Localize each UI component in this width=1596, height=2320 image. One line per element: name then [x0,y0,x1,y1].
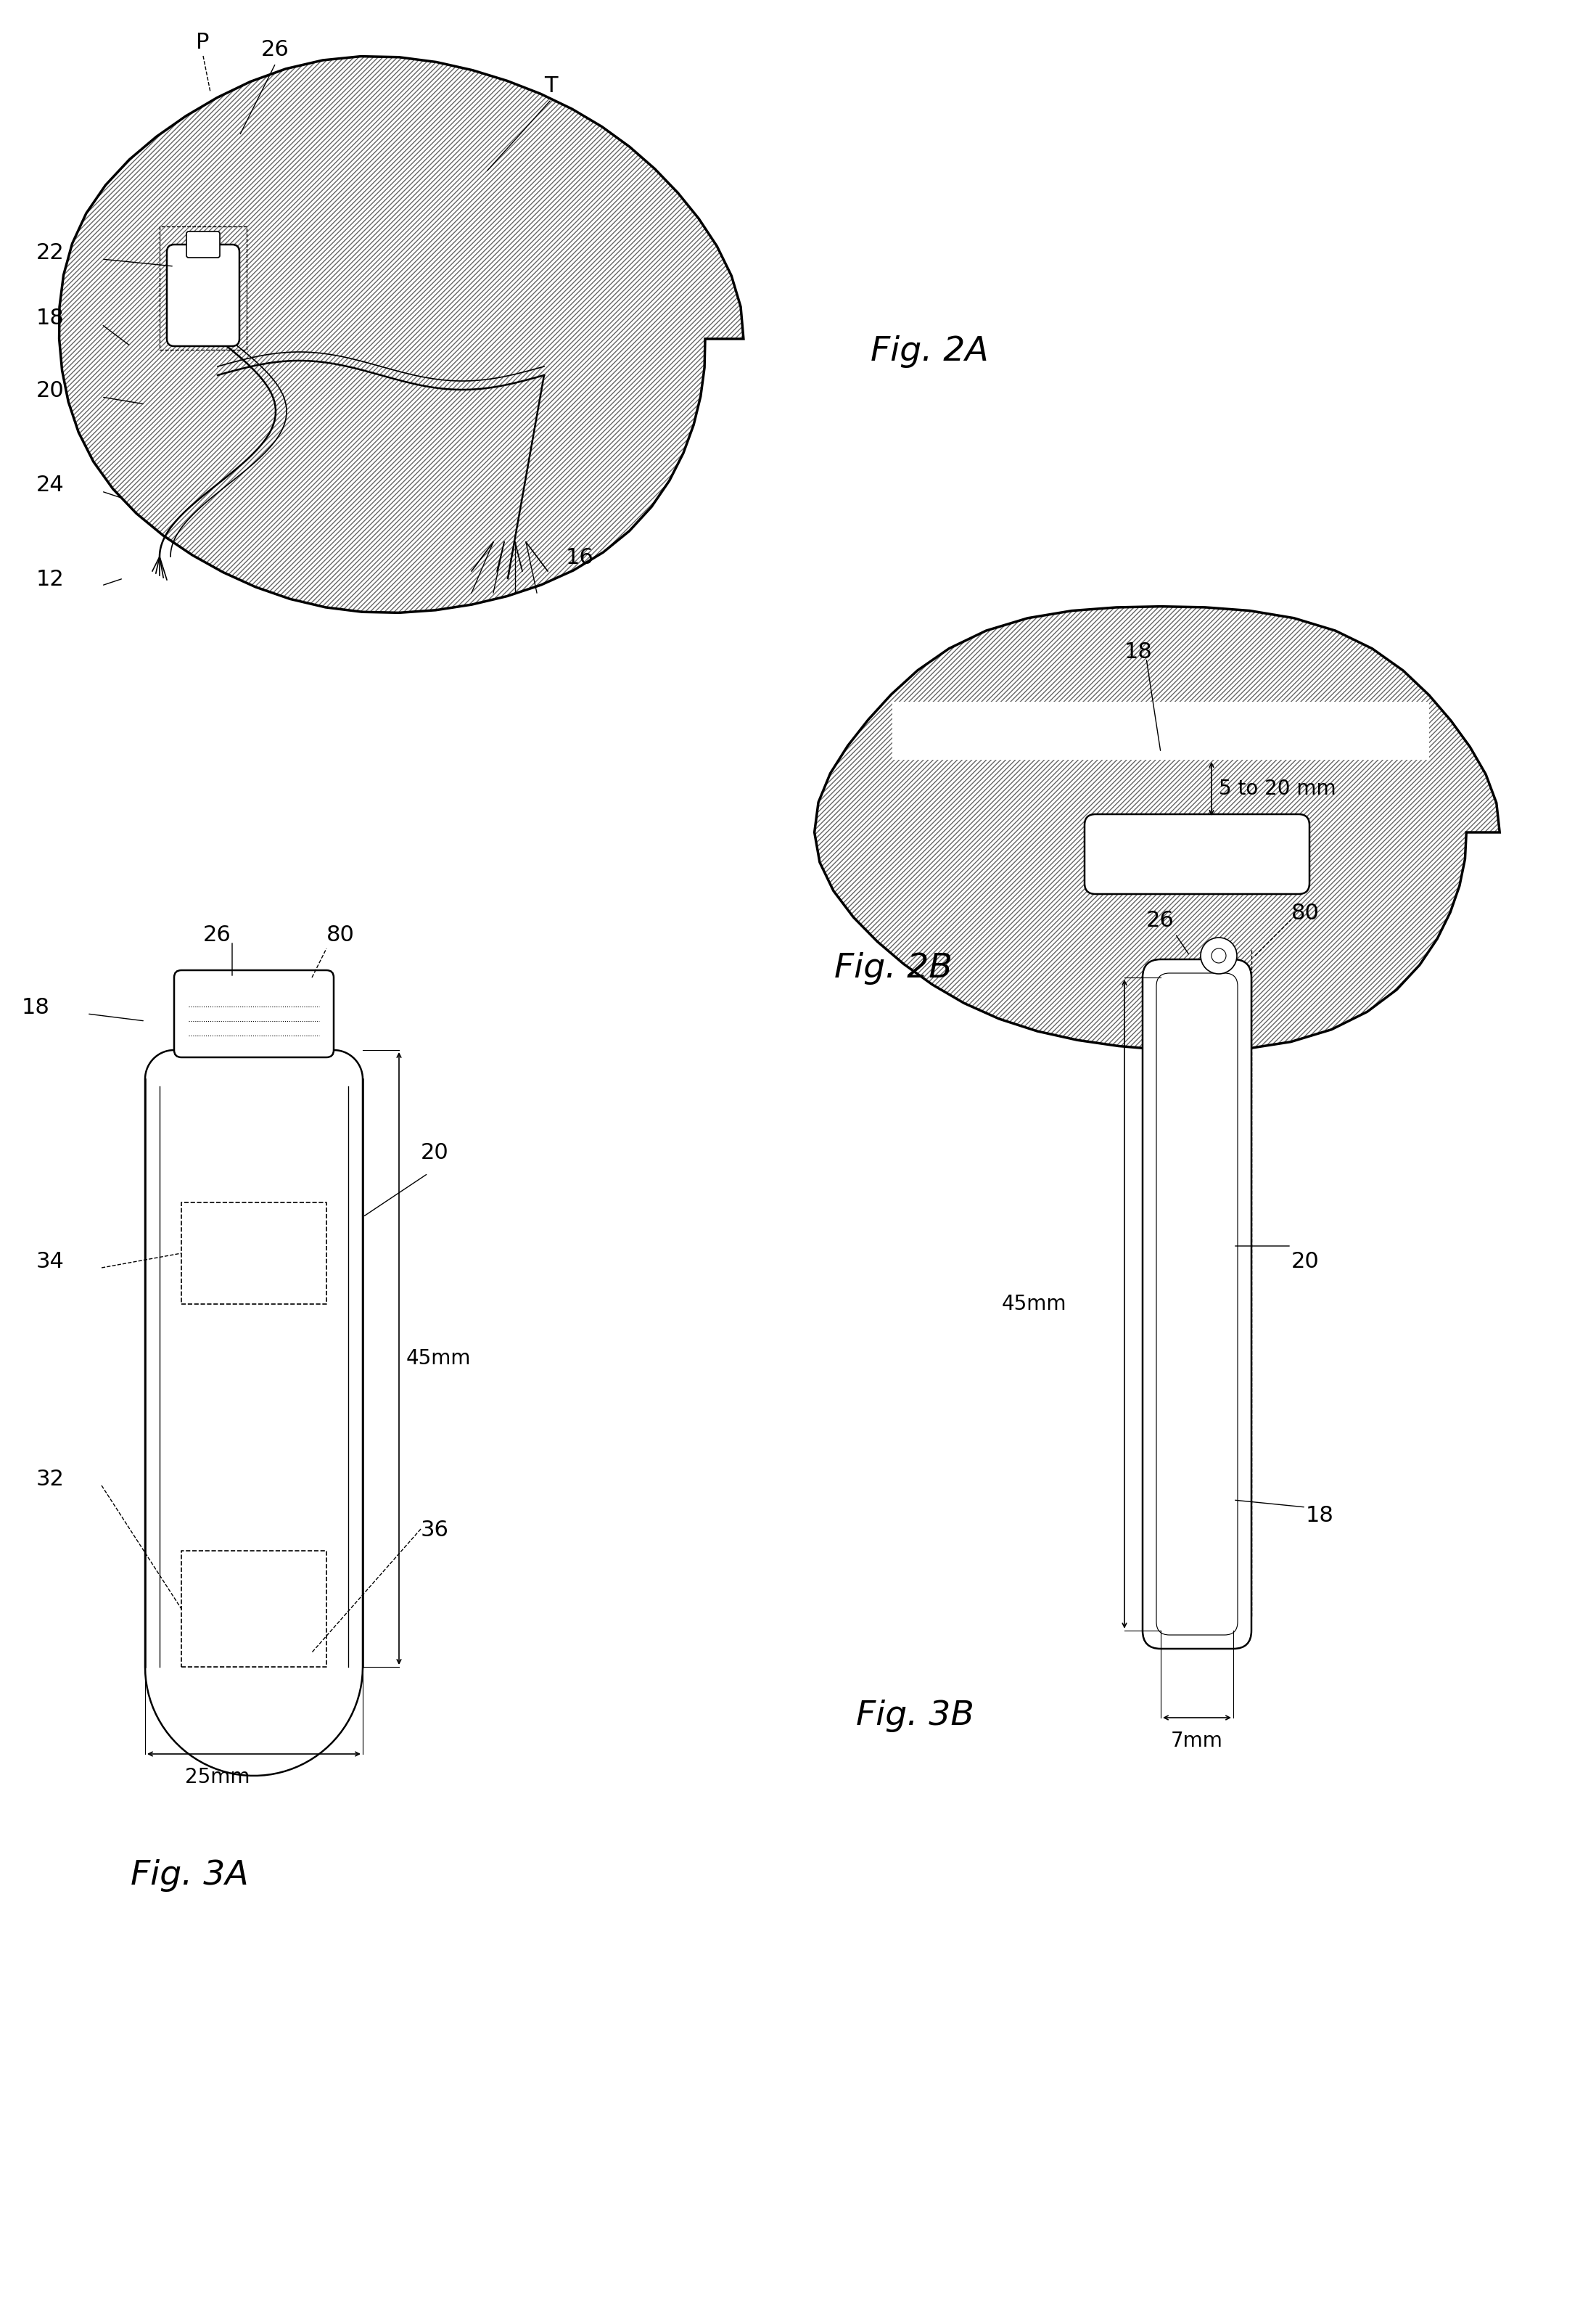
Circle shape [1200,937,1237,974]
Text: Fig. 3A: Fig. 3A [131,1858,249,1891]
Text: 45mm: 45mm [1002,1295,1066,1313]
FancyBboxPatch shape [1085,814,1309,893]
Text: 7mm: 7mm [1171,1731,1223,1752]
Text: 18: 18 [1125,643,1152,664]
Text: 18: 18 [22,998,49,1018]
Text: 18: 18 [1306,1506,1334,1527]
Text: T: T [544,77,557,97]
Text: 12: 12 [37,568,64,589]
Text: 5 to 20 mm: 5 to 20 mm [1219,780,1336,798]
FancyBboxPatch shape [174,970,334,1058]
Text: 80: 80 [327,923,354,947]
Text: 36: 36 [421,1520,448,1540]
Text: 45mm: 45mm [407,1348,471,1369]
FancyBboxPatch shape [187,232,220,258]
FancyBboxPatch shape [168,244,239,346]
Polygon shape [814,606,1500,1051]
Text: Fig. 2A: Fig. 2A [870,336,988,369]
Text: 26: 26 [262,39,289,60]
Polygon shape [145,1051,362,1775]
Text: 34: 34 [37,1250,64,1271]
Text: 80: 80 [1291,902,1320,923]
Text: 20: 20 [421,1141,448,1162]
Text: P: P [196,32,209,53]
FancyBboxPatch shape [1143,960,1251,1650]
FancyBboxPatch shape [1157,972,1237,1636]
Polygon shape [59,56,744,612]
Text: 26: 26 [1146,909,1175,930]
Text: 16: 16 [567,548,594,568]
Polygon shape [59,56,744,612]
Circle shape [1211,949,1226,963]
Text: Fig. 2B: Fig. 2B [835,951,953,984]
Text: 22: 22 [37,241,64,264]
Text: 24: 24 [37,476,64,496]
Polygon shape [814,606,1500,1051]
Text: 20: 20 [1291,1250,1320,1271]
Text: 18: 18 [37,309,64,329]
Text: 26: 26 [203,923,231,947]
Text: Fig. 3B: Fig. 3B [855,1701,974,1733]
Text: 32: 32 [37,1469,64,1489]
Text: 25mm: 25mm [185,1768,251,1786]
Text: 20: 20 [37,380,64,401]
Bar [892,701,1428,759]
